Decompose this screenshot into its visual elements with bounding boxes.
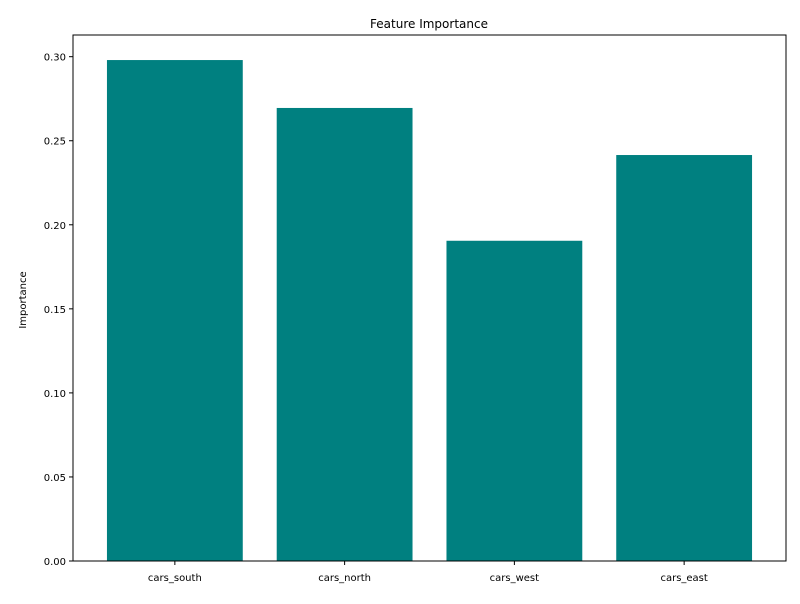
y-tick-label: 0.05 bbox=[44, 473, 66, 484]
y-tick-label: 0.00 bbox=[44, 557, 66, 568]
x-tick-label: cars_north bbox=[318, 573, 371, 584]
bar-cars-north bbox=[276, 107, 413, 562]
y-tick-label: 0.25 bbox=[44, 137, 66, 148]
y-tick-label: 0.15 bbox=[44, 305, 66, 316]
x-tick-label: cars_east bbox=[660, 573, 707, 584]
y-tick-label: 0.20 bbox=[44, 221, 66, 232]
y-axis-label: Importance bbox=[18, 271, 29, 328]
bar-cars-east bbox=[616, 155, 753, 561]
x-axis-ticks: cars_south cars_north cars_west cars_east bbox=[148, 561, 708, 584]
chart-title: Feature Importance bbox=[370, 17, 488, 31]
y-axis-ticks: 0.00 0.05 0.10 0.15 0.20 0.25 0.30 bbox=[44, 53, 73, 568]
y-tick-label: 0.30 bbox=[44, 53, 66, 64]
bar-cars-south bbox=[106, 60, 243, 562]
x-tick-label: cars_south bbox=[148, 573, 202, 584]
x-tick-label: cars_west bbox=[490, 573, 539, 584]
y-tick-label: 0.10 bbox=[44, 389, 66, 400]
plot-frame bbox=[72, 34, 787, 562]
bars bbox=[106, 60, 753, 562]
bar-cars-west bbox=[446, 240, 583, 561]
